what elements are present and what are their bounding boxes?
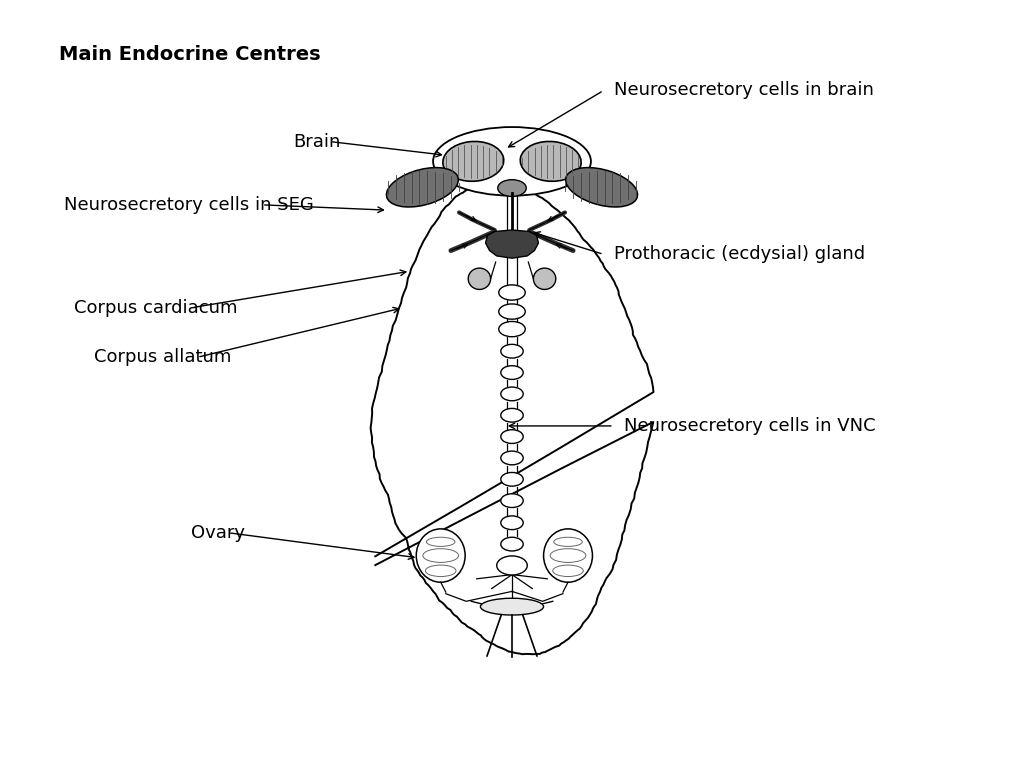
Ellipse shape [501,516,523,530]
Ellipse shape [501,472,523,486]
Ellipse shape [544,529,593,582]
Ellipse shape [433,127,591,196]
Ellipse shape [534,268,556,290]
Ellipse shape [501,538,523,551]
Ellipse shape [497,556,527,575]
Ellipse shape [501,494,523,508]
Ellipse shape [442,141,504,181]
Ellipse shape [417,529,465,582]
Ellipse shape [520,141,582,181]
Ellipse shape [499,285,525,300]
Ellipse shape [499,304,525,319]
Text: Neurosecretory cells in VNC: Neurosecretory cells in VNC [624,417,876,435]
Text: Corpus cardiacum: Corpus cardiacum [74,299,238,316]
Ellipse shape [498,180,526,197]
Text: Neurosecretory cells in brain: Neurosecretory cells in brain [613,81,873,100]
Ellipse shape [501,451,523,465]
Polygon shape [485,230,539,258]
Ellipse shape [565,167,638,207]
Text: Ovary: Ovary [191,524,245,541]
Text: Corpus allatum: Corpus allatum [94,349,231,366]
Ellipse shape [386,167,459,207]
Ellipse shape [468,268,490,290]
Ellipse shape [499,322,525,336]
Text: Prothoracic (ecdysial) gland: Prothoracic (ecdysial) gland [613,246,865,263]
Ellipse shape [501,387,523,401]
Ellipse shape [501,409,523,422]
Text: Main Endocrine Centres: Main Endocrine Centres [58,45,321,64]
Ellipse shape [501,430,523,443]
Ellipse shape [501,366,523,379]
Text: Brain: Brain [293,133,340,151]
Ellipse shape [501,344,523,358]
Ellipse shape [480,598,544,615]
Text: Neurosecretory cells in SEG: Neurosecretory cells in SEG [63,196,313,214]
